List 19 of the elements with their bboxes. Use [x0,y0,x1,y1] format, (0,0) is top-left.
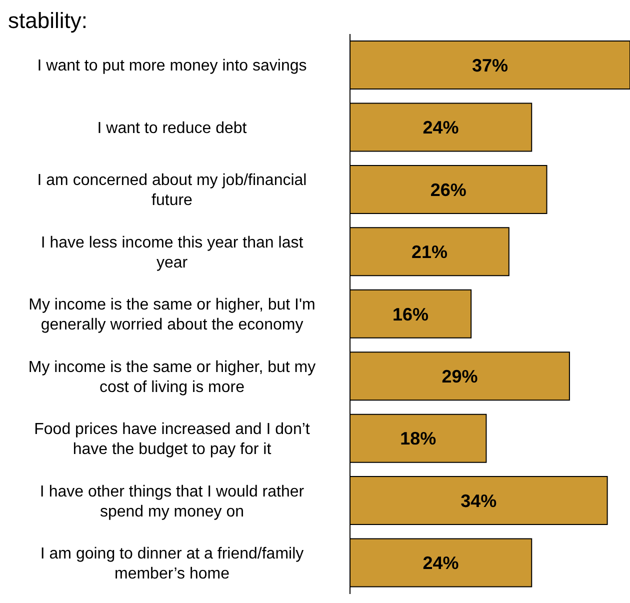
data-label: 21% [411,242,448,262]
text: stability: [8,8,88,34]
y-tick-label: My income is the same or higher, but my cost of living is more [28,358,316,396]
data-label: 16% [392,304,429,324]
data-label: 29% [442,366,478,386]
data-label: 24% [422,553,459,574]
y-tick-label: I have other things that I would rather spend my money on [40,483,305,520]
y-tick-label: My income is the same or higher, but I'm generally worried about the economy [28,296,316,334]
data-label: 34% [460,490,497,511]
y-tick-label: I am concerned about my job/financial future [37,172,307,210]
data-label: 26% [430,180,466,200]
data-label: 37% [472,55,508,76]
y-tick-label: I have less income this year than last year [40,234,304,272]
y-tick-label: I am going to dinner at a friend/family member’s home [40,545,304,582]
y-tick-label: Food prices have increased and I don’t have the budget to pay for it [34,421,310,458]
y-tick-label: I want to put more money into savings [37,58,307,75]
y-tick-label: I want to reduce debt [97,120,248,137]
data-label: 24% [422,118,459,138]
data-label: 18% [400,428,436,449]
